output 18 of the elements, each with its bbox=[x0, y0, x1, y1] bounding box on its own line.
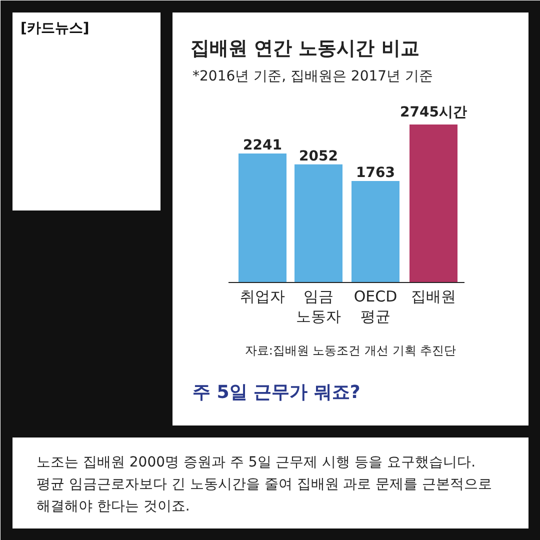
x-tick-label: 집배원 bbox=[411, 288, 456, 306]
x-tick-label: OECD 평균 bbox=[354, 288, 398, 326]
bar bbox=[410, 124, 458, 282]
bar bbox=[352, 181, 400, 282]
chart-title: 집배원 연간 노동시간 비교 bbox=[190, 38, 420, 60]
text: 주 5일 근무가 뭐죠? bbox=[192, 382, 360, 403]
bar bbox=[294, 164, 342, 282]
data-label: 2745시간 bbox=[400, 104, 467, 120]
data-label: 1763 bbox=[356, 165, 395, 182]
text: 자료:집배원 노동조건 개선 기획 추진단 bbox=[244, 344, 456, 358]
bar bbox=[238, 154, 286, 282]
data-label: 2052 bbox=[299, 148, 338, 164]
text: 노조는 집배원 2000명 증원과 주 5일 근무제 시행 등을 요구했습니다. 평균 임금근로자보다 긴 노동시간을 줄여 집배원 과로 문제를 근본적으로 해결해야 한다는 것이죠. bbox=[36, 454, 492, 514]
text: [카드뉴스] bbox=[20, 20, 90, 36]
x-tick-label: 취업자 bbox=[240, 288, 285, 306]
x-tick-label: 임금 노동자 bbox=[296, 288, 341, 326]
data-label: 2241 bbox=[243, 138, 282, 154]
chart-subtitle: *2016년 기준, 집배원은 2017년 기준 bbox=[192, 68, 434, 84]
